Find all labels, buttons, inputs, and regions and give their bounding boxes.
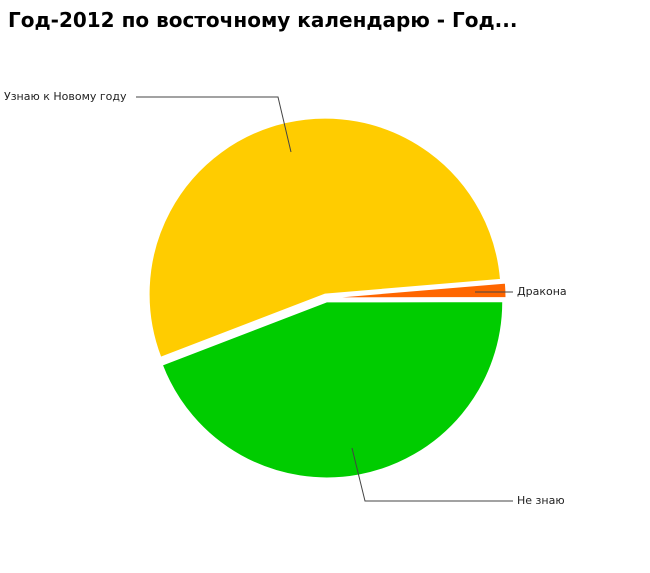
- chart-title: Год-2012 по восточному календарю - Год..…: [8, 8, 517, 32]
- pie-slice: [329, 282, 507, 299]
- leader-line: [136, 96, 292, 153]
- slice-label: Дракона: [517, 285, 567, 298]
- pie-slice: [148, 117, 502, 358]
- leader-line: [351, 447, 513, 502]
- slice-label: Узнаю к Новому году: [4, 90, 127, 103]
- slice-label: Не знаю: [517, 494, 565, 507]
